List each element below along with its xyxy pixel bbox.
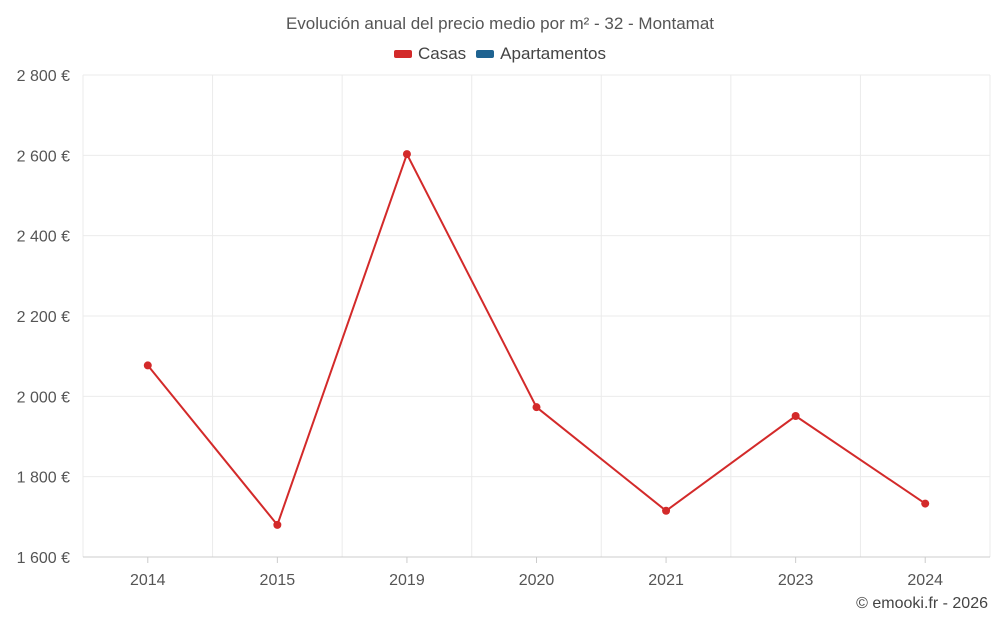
x-tick-label: 2021 [648,572,684,589]
data-point [143,361,152,370]
chart-title: Evolución anual del precio medio por m² … [285,14,715,33]
legend-label-casas: Casas [417,44,467,63]
y-tick-label: 2 600 € [17,148,70,165]
x-tick-label: 2024 [907,572,943,589]
data-point [402,150,411,159]
x-tick-label: 2015 [260,572,296,589]
y-tick-label: 1 600 € [17,550,70,567]
legend: Casas Apartamentos [0,44,1000,64]
y-tick-label: 2 800 € [17,68,70,85]
data-point [791,412,800,421]
data-point [921,499,930,508]
y-tick-label: 2 200 € [17,309,70,326]
credit-text: © emooki.fr - 2026 [856,595,988,612]
series-line-casas [147,151,926,527]
y-tick-label: 1 800 € [17,470,70,487]
legend-item-casas[interactable]: Casas [393,44,467,64]
y-tick-label: 2 400 € [17,229,70,246]
legend-swatch-casas [393,50,412,58]
legend-label-apartamentos: Apartamentos [500,44,607,63]
legend-item-apartamentos[interactable]: Apartamentos [476,44,606,64]
legend-swatch-apartamentos [476,50,495,58]
x-tick-label: 2020 [519,572,555,589]
data-point [273,520,282,529]
data-point [662,506,671,515]
y-tick-label: 2 000 € [17,389,70,406]
data-point [532,403,541,412]
x-tick-label: 2019 [389,572,425,589]
x-tick-label: 2023 [778,572,814,589]
x-tick-label: 2014 [130,572,166,589]
